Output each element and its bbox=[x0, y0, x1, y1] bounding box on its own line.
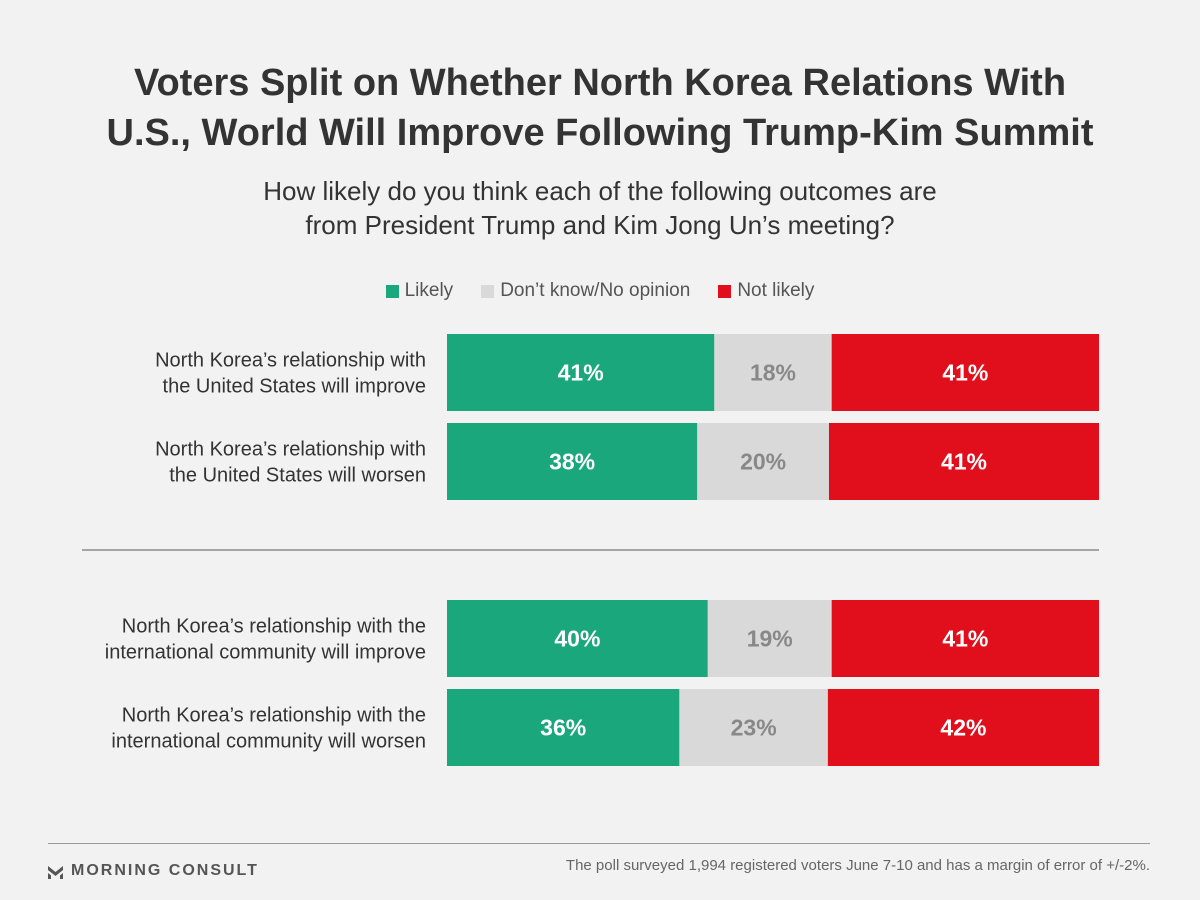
data-label-not-likely-row-4: 42% bbox=[940, 715, 986, 741]
bar-not-likely-row-3 bbox=[831, 600, 1099, 677]
data-label-likely-row-2: 38% bbox=[549, 449, 595, 475]
footer-divider bbox=[48, 843, 1150, 844]
data-label-not-likely-row-1: 41% bbox=[942, 360, 988, 386]
bar-dont-know-row-1 bbox=[714, 334, 832, 411]
bar-likely-row-2 bbox=[447, 423, 698, 500]
brand-name: MORNING CONSULT bbox=[71, 862, 259, 879]
row-label-1-line-2: the United States will improve bbox=[163, 376, 426, 398]
bar-not-likely-row-1 bbox=[831, 334, 1099, 411]
row-label-4-line-1: North Korea’s relationship with the bbox=[122, 705, 426, 727]
bar-not-likely-row-2 bbox=[828, 423, 1099, 500]
methodology-note: The poll surveyed 1,994 registered voter… bbox=[565, 857, 1150, 874]
legend-swatch-not-likely bbox=[718, 284, 732, 298]
chart-subtitle-line-1: How likely do you think each of the foll… bbox=[263, 176, 937, 206]
row-label-4-line-2: international community will worsen bbox=[111, 731, 426, 753]
chart-title: Voters Split on Whether North Korea Rela… bbox=[0, 58, 1200, 158]
bar-dont-know-row-4 bbox=[679, 689, 828, 766]
row-label-1-line-1: North Korea’s relationship with bbox=[155, 350, 426, 372]
data-label-dont-know-row-2: 20% bbox=[740, 449, 786, 475]
data-label-dont-know-row-3: 19% bbox=[747, 626, 793, 652]
data-label-likely-row-3: 40% bbox=[554, 626, 600, 652]
data-label-likely-row-4: 36% bbox=[540, 715, 586, 741]
legend-item-dont-know: Don’t know/No opinion bbox=[481, 280, 690, 302]
data-label-likely-row-1: 41% bbox=[558, 360, 604, 386]
legend-label-not-likely: Not likely bbox=[737, 280, 815, 301]
bar-dont-know-row-2 bbox=[697, 423, 829, 500]
bar-likely-row-4 bbox=[447, 689, 680, 766]
row-label-2-line-2: the United States will worsen bbox=[169, 465, 426, 487]
data-label-not-likely-row-2: 41% bbox=[941, 449, 987, 475]
legend-item-likely: Likely bbox=[385, 280, 454, 302]
bar-not-likely-row-4 bbox=[827, 689, 1099, 766]
chart-legend: Likely Don’t know/No opinion Not likely bbox=[0, 280, 1200, 302]
legend-label-likely: Likely bbox=[404, 280, 454, 301]
data-label-dont-know-row-4: 23% bbox=[731, 715, 777, 741]
row-label-2-line-1: North Korea’s relationship with bbox=[155, 439, 426, 461]
bar-likely-row-3 bbox=[447, 600, 708, 677]
data-label-dont-know-row-1: 18% bbox=[750, 360, 796, 386]
legend-swatch-dont-know bbox=[481, 284, 495, 298]
chart-subtitle: How likely do you think each of the foll… bbox=[0, 174, 1200, 242]
legend-swatch-likely bbox=[385, 284, 399, 298]
chart-title-line-2: U.S., World Will Improve Following Trump… bbox=[106, 112, 1094, 154]
chart-title-line-1: Voters Split on Whether North Korea Rela… bbox=[133, 62, 1067, 104]
bar-likely-row-1 bbox=[447, 334, 715, 411]
bar-dont-know-row-3 bbox=[707, 600, 832, 677]
morning-consult-logo: MORNING CONSULT bbox=[48, 862, 259, 880]
row-label-3-line-2: international community will improve bbox=[105, 642, 426, 664]
morning-consult-m-icon bbox=[48, 865, 63, 879]
data-label-not-likely-row-3: 41% bbox=[942, 626, 988, 652]
row-label-3-line-1: North Korea’s relationship with the bbox=[122, 616, 426, 638]
legend-label-dont-know: Don’t know/No opinion bbox=[500, 280, 691, 301]
chart-subtitle-line-2: from President Trump and Kim Jong Un’s m… bbox=[305, 210, 895, 240]
legend-item-not-likely: Not likely bbox=[718, 280, 814, 302]
